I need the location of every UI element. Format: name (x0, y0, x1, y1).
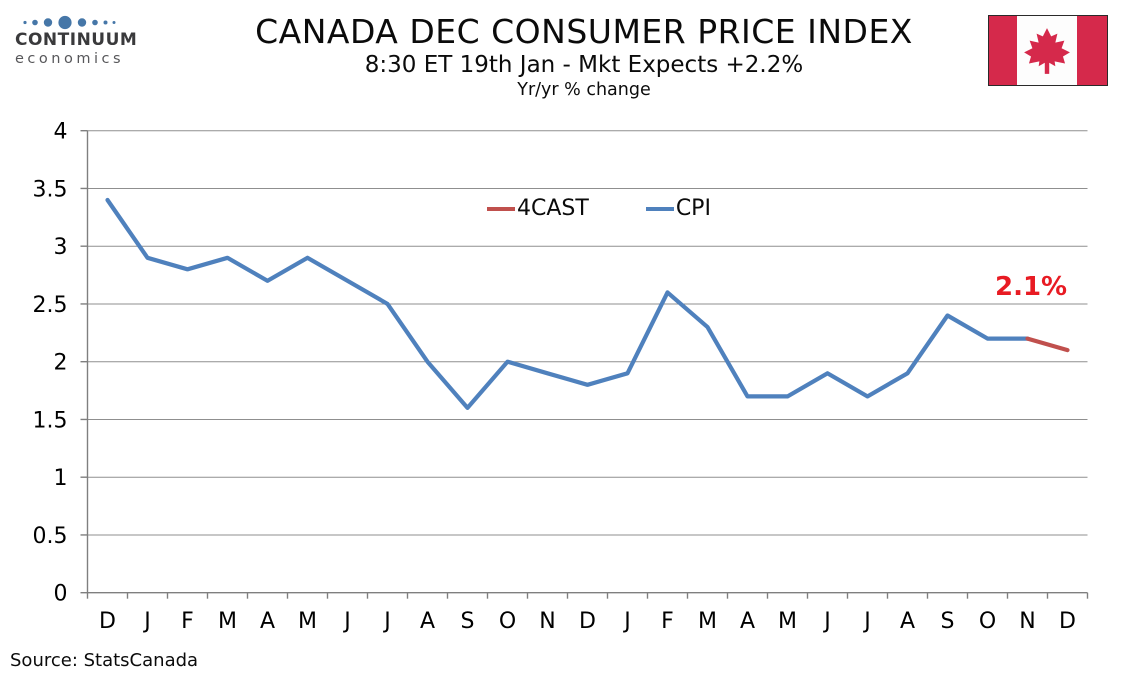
svg-text:O: O (499, 609, 516, 634)
svg-text:D: D (579, 609, 596, 634)
svg-text:J: J (382, 609, 391, 634)
svg-text:2.5: 2.5 (33, 293, 68, 318)
source-note: Source: StatsCanada (10, 650, 199, 671)
cpi-line-swatch (645, 206, 674, 211)
title-block: CANADA DEC CONSUMER PRICE INDEX 8:30 ET … (34, 12, 1134, 102)
svg-text:F: F (661, 609, 674, 634)
svg-text:J: J (862, 609, 871, 634)
svg-text:4: 4 (54, 120, 68, 145)
forecast-line-swatch (487, 206, 515, 211)
chart-legend: 4CAST CPI (487, 196, 711, 221)
svg-text:O: O (979, 609, 996, 634)
svg-text:0.5: 0.5 (33, 524, 68, 549)
legend-item-cpi: CPI (645, 196, 711, 221)
chart-units-label: Yr/yr % change (517, 79, 651, 100)
chart-title: CANADA DEC CONSUMER PRICE INDEX (255, 12, 913, 51)
svg-text:A: A (260, 609, 275, 634)
svg-text:J: J (822, 609, 831, 634)
svg-text:3: 3 (54, 235, 68, 260)
svg-text:J: J (142, 609, 151, 634)
svg-text:D: D (99, 609, 116, 634)
flag-left-band (989, 16, 1017, 85)
flag-right-band (1077, 16, 1107, 85)
svg-text:0: 0 (54, 582, 68, 607)
svg-text:J: J (342, 609, 351, 634)
svg-text:1: 1 (54, 466, 68, 491)
svg-text:A: A (900, 609, 915, 634)
legend-label-cpi: CPI (675, 196, 711, 221)
svg-text:N: N (1019, 609, 1035, 634)
svg-text:N: N (539, 609, 555, 634)
svg-text:2: 2 (54, 351, 68, 376)
svg-text:M: M (698, 609, 717, 634)
logo-dots-icon (23, 15, 116, 30)
continuum-logo: CONTINUUM economics (15, 14, 145, 68)
svg-text:A: A (740, 609, 755, 634)
flag-center (1017, 16, 1077, 85)
svg-text:M: M (218, 609, 237, 634)
legend-label-4cast: 4CAST (517, 196, 589, 221)
svg-text:F: F (181, 609, 194, 634)
svg-text:S: S (461, 609, 475, 634)
svg-text:A: A (420, 609, 435, 634)
legend-item-4cast: 4CAST (487, 196, 589, 221)
canada-flag (988, 15, 1108, 86)
svg-text:1.5: 1.5 (33, 408, 68, 433)
svg-text:J: J (622, 609, 631, 634)
svg-text:D: D (1059, 609, 1076, 634)
svg-text:S: S (941, 609, 955, 634)
svg-text:M: M (778, 609, 797, 634)
svg-text:3.5: 3.5 (33, 177, 68, 202)
logo-tagline: economics (15, 50, 125, 67)
forecast-value-annotation: 2.1% (995, 272, 1068, 302)
logo-name: CONTINUUM (15, 30, 138, 50)
chart-subtitle: 8:30 ET 19th Jan - Mkt Expects +2.2% (364, 51, 804, 78)
maple-leaf-icon (1024, 27, 1070, 74)
svg-text:M: M (298, 609, 317, 634)
